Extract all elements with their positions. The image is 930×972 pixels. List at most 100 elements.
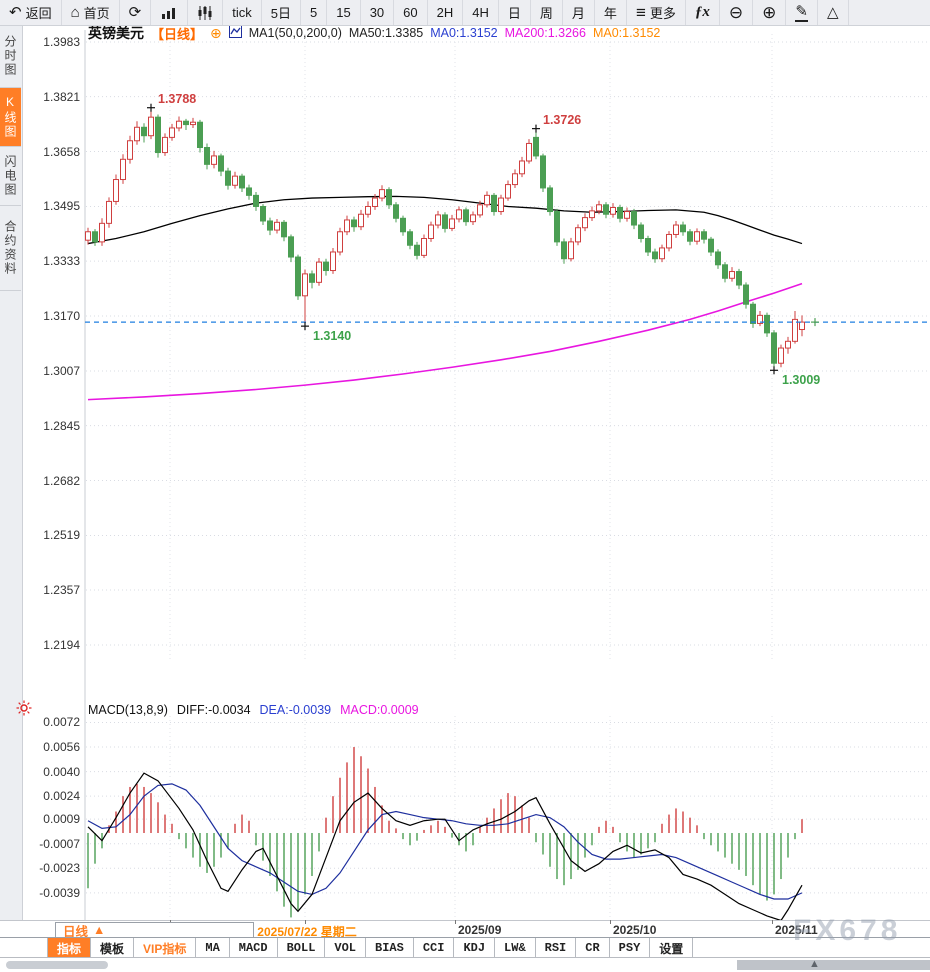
add-indicator-icon[interactable]: ⊕ xyxy=(210,24,222,41)
toolbar-draw[interactable]: ✎ xyxy=(786,0,818,25)
price-axis-label: 1.3333 xyxy=(43,254,80,269)
zoom-out-icon: ⊖ xyxy=(728,3,744,22)
collapse-arrow-icon: ▲ xyxy=(809,958,820,970)
zoom-in-icon: ⊕ xyxy=(762,3,777,22)
toolbar-label-interval-30: 30 xyxy=(369,5,385,20)
toolbar-refresh[interactable]: ⟳ xyxy=(120,0,152,25)
toolbar-label-more: 更多 xyxy=(649,6,676,21)
toolbar-zoom-in[interactable]: ⊕ xyxy=(753,0,787,25)
price-axis-label: 1.2194 xyxy=(43,638,80,652)
scrollbar-right-handle[interactable]: ▲ xyxy=(737,958,930,970)
toolbar-label-interval-week: 周 xyxy=(539,6,553,21)
toolbar-formula[interactable]: ƒx xyxy=(686,0,720,25)
ma0-orange-value: MA0:1.3152 xyxy=(592,26,661,40)
bottom-indicator-MACD[interactable]: MACD xyxy=(230,938,278,958)
toolbar-zoom-out[interactable]: ⊖ xyxy=(720,0,754,25)
watermark: FX678 xyxy=(793,914,902,947)
bottom-indicator-PSY[interactable]: PSY xyxy=(610,938,651,958)
price-axis-label: 1.3007 xyxy=(43,363,80,378)
macd-axis-label: -0.0039 xyxy=(39,885,80,900)
bottom-indicator-设置[interactable]: 设置 xyxy=(650,938,694,958)
toolbar-interval-4h[interactable]: 4H xyxy=(463,0,499,25)
toolbar-label-home: 首页 xyxy=(83,6,110,21)
toolbar-interval-tick[interactable]: tick xyxy=(223,0,262,25)
macd-series xyxy=(87,747,803,922)
bottom-indicator-MA[interactable]: MA xyxy=(196,938,230,958)
macd-macd-value: MACD:0.0009 xyxy=(340,702,419,717)
bottom-indicator-BIAS[interactable]: BIAS xyxy=(366,938,414,958)
bottom-indicator-RSI[interactable]: RSI xyxy=(536,938,577,958)
toolbar-interval-week[interactable]: 周 xyxy=(531,0,563,25)
home-icon: ⌂ xyxy=(70,4,80,21)
toolbar-label-interval-month: 月 xyxy=(571,6,585,21)
sidebar-item-kline[interactable]: K线图 xyxy=(0,88,21,147)
bottom-indicator-KDJ[interactable]: KDJ xyxy=(454,938,496,958)
tab-VIP指标[interactable]: VIP指标 xyxy=(134,938,197,958)
toolbar-chart-type-line[interactable] xyxy=(151,0,189,25)
refresh-icon: ⟳ xyxy=(128,4,142,21)
toolbar-interval-60[interactable]: 60 xyxy=(394,0,428,25)
sidebar-item-time-share[interactable]: 分时图 xyxy=(0,25,21,88)
bottom-indicator-CCI[interactable]: CCI xyxy=(414,938,455,958)
toolbar-label-back: 返回 xyxy=(25,6,52,21)
price-axis-label: 1.3821 xyxy=(43,89,80,104)
period-tag: 【日线】 xyxy=(151,26,204,42)
line-chart-icon xyxy=(162,7,176,19)
toolbar-home[interactable]: ⌂ 首页 xyxy=(62,0,120,25)
tab-模板[interactable]: 模板 xyxy=(91,938,135,958)
bottom-indicator-BOLL[interactable]: BOLL xyxy=(278,938,326,958)
toolbar-interval-15[interactable]: 15 xyxy=(327,0,361,25)
toolbar-more[interactable]: ≡ 更多 xyxy=(627,0,686,25)
toolbar-interval-day[interactable]: 日 xyxy=(499,0,531,25)
period-selector[interactable]: 日线 ▲ xyxy=(55,922,254,939)
toolbar-interval-2h[interactable]: 2H xyxy=(428,0,464,25)
toolbar-interval-30[interactable]: 30 xyxy=(361,0,395,25)
formula-icon: ƒx xyxy=(694,4,710,20)
tab-指标[interactable]: 指标 xyxy=(48,938,92,958)
toolbar-interval-month[interactable]: 月 xyxy=(563,0,595,25)
candlestick-series xyxy=(85,107,805,371)
toolbar-shape[interactable]: △ xyxy=(818,0,849,25)
bottom-indicator-CR[interactable]: CR xyxy=(576,938,610,958)
sidebar-item-contract-info[interactable]: 合约资料 xyxy=(0,206,21,291)
toolbar-interval-5d[interactable]: 5日 xyxy=(262,0,301,25)
price-axis-label: 1.3658 xyxy=(43,144,80,159)
draw-icon: ✎ xyxy=(795,2,808,22)
sidebar-item-flash[interactable]: 闪电图 xyxy=(0,147,21,206)
price-axis-label: 1.2519 xyxy=(43,528,80,543)
macd-axis-label: 0.0040 xyxy=(43,764,80,779)
macd-axis-label: -0.0023 xyxy=(39,861,80,876)
macd-dea-value: DEA:-0.0039 xyxy=(259,702,332,717)
toolbar-label-interval-5: 5 xyxy=(309,5,318,20)
toolbar-interval-5[interactable]: 5 xyxy=(301,0,328,25)
bottom-scrollbar: ▲ xyxy=(0,957,930,972)
ma-settings-icon[interactable] xyxy=(228,25,242,41)
x-axis-label: 2025/10 xyxy=(613,923,657,937)
x-axis-tick xyxy=(610,920,611,924)
bottom-indicator-VOL[interactable]: VOL xyxy=(325,938,367,958)
low-price-annotation: 1.3140 xyxy=(313,329,352,344)
macd-diff-value: DIFF:-0.0034 xyxy=(176,702,251,717)
toolbar-back[interactable]: ↶ 返回 xyxy=(0,0,62,25)
toolbar-interval-year[interactable]: 年 xyxy=(595,0,627,25)
toolbar-label-interval-year: 年 xyxy=(603,6,617,21)
macd-axis-label: 0.0009 xyxy=(43,812,80,827)
scrollbar-left-handle[interactable] xyxy=(6,961,108,969)
price-axis-label: 1.3495 xyxy=(43,199,80,214)
shape-icon: △ xyxy=(826,4,839,21)
high-price-annotation: 1.3726 xyxy=(543,112,582,127)
toolbar-label-interval-4h: 4H xyxy=(472,5,489,20)
toolbar-label-interval-60: 60 xyxy=(403,5,418,20)
extreme-markers xyxy=(147,103,819,375)
bottom-indicator-LW&[interactable]: LW& xyxy=(495,938,536,958)
indicator-settings-icon[interactable] xyxy=(16,700,32,716)
macd-axis-label: -0.0007 xyxy=(39,836,80,851)
x-axis-tick xyxy=(305,920,306,924)
price-axis-label: 1.2682 xyxy=(43,473,80,488)
toolbar-label-interval-day: 日 xyxy=(507,6,521,21)
chart-type-sidebar: 分时图 K线图 闪电图 合约资料 xyxy=(0,25,23,920)
more-icon: ≡ xyxy=(635,3,646,22)
high-price-annotation: 1.3788 xyxy=(158,91,197,106)
toolbar-chart-type-candle[interactable] xyxy=(188,0,224,25)
